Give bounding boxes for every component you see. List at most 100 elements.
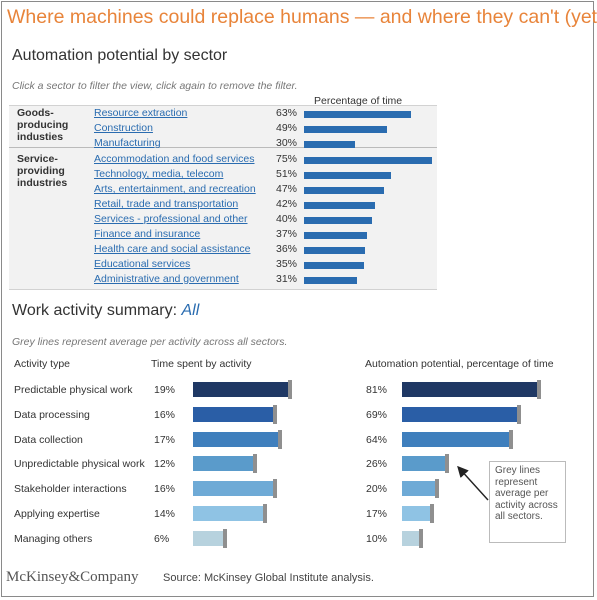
sector-bar[interactable] bbox=[304, 187, 384, 194]
time-spent-value: 12% bbox=[154, 458, 176, 471]
activity-label: Applying expertise bbox=[14, 508, 100, 520]
sector-link[interactable]: Manufacturing bbox=[94, 137, 161, 149]
sector-group-label: Service-providing industries bbox=[17, 153, 68, 189]
sector-percent-label: 49% bbox=[276, 122, 298, 134]
sector-link[interactable]: Administrative and government bbox=[94, 273, 239, 285]
sector-percent-label: 35% bbox=[276, 258, 298, 270]
automation-value: 81% bbox=[366, 384, 388, 396]
main-title: Where machines could replace humans — an… bbox=[7, 6, 597, 28]
sector-bar[interactable] bbox=[304, 202, 376, 209]
automation-bar[interactable] bbox=[402, 481, 436, 497]
time-average-marker bbox=[223, 528, 227, 548]
time-spent-value: 14% bbox=[154, 508, 176, 520]
activity-average-hint: Grey lines represent average per activit… bbox=[12, 336, 288, 348]
average-callout: Grey lines represent average per activit… bbox=[489, 461, 566, 543]
sector-percent-label: 47% bbox=[276, 183, 298, 195]
time-spent-bar[interactable] bbox=[193, 406, 273, 422]
automation-bar[interactable] bbox=[402, 431, 509, 447]
sector-link[interactable]: Educational services bbox=[94, 258, 191, 270]
sector-column-header: Percentage of time bbox=[314, 95, 403, 107]
sector-percent-label: 37% bbox=[276, 228, 298, 240]
automation-value: 17% bbox=[366, 508, 388, 520]
sector-link[interactable]: Arts, entertainment, and recreation bbox=[94, 183, 256, 195]
source-note: Source: McKinsey Global Institute analys… bbox=[163, 572, 374, 584]
activity-label: Managing others bbox=[14, 532, 93, 545]
sector-bar[interactable] bbox=[304, 141, 355, 148]
time-spent-bar[interactable] bbox=[193, 382, 288, 397]
time-spent-bar[interactable] bbox=[193, 481, 273, 497]
time-spent-bar[interactable] bbox=[193, 530, 223, 546]
activity-label: Predictable physical work bbox=[14, 384, 133, 396]
sector-bar[interactable] bbox=[304, 157, 432, 164]
automation-bar[interactable] bbox=[402, 456, 446, 472]
sector-percent-label: 51% bbox=[276, 168, 298, 180]
sector-bar[interactable] bbox=[304, 126, 388, 133]
sector-group-divider bbox=[9, 147, 437, 148]
automation-potential-header: Automation potential, percentage of time bbox=[365, 358, 554, 370]
time-spent-bar[interactable] bbox=[193, 506, 263, 521]
sector-section-title: Automation potential by sector bbox=[12, 47, 228, 64]
sector-link[interactable]: Technology, media, telecom bbox=[94, 168, 224, 180]
time-spent-bar[interactable] bbox=[193, 431, 278, 447]
sector-percent-label: 63% bbox=[276, 107, 298, 119]
sector-filter-hint: Click a sector to filter the view, click… bbox=[12, 80, 298, 92]
automation-average-marker bbox=[517, 404, 522, 424]
automation-average-marker bbox=[430, 504, 435, 523]
sector-percent-label: 31% bbox=[276, 273, 298, 285]
activity-type-header: Activity type bbox=[14, 358, 71, 370]
sector-bar[interactable] bbox=[304, 111, 412, 118]
sector-percent-label: 75% bbox=[276, 153, 298, 165]
sector-link[interactable]: Construction bbox=[94, 122, 153, 134]
time-spent-bar[interactable] bbox=[193, 456, 253, 472]
activity-filter-value: All bbox=[181, 302, 200, 319]
sector-bar[interactable] bbox=[304, 217, 372, 224]
time-spent-value: 16% bbox=[154, 408, 176, 421]
sector-bar[interactable] bbox=[304, 247, 366, 254]
automation-bar[interactable] bbox=[402, 382, 538, 397]
time-spent-value: 6% bbox=[154, 532, 170, 545]
sector-link[interactable]: Accommodation and food services bbox=[94, 153, 255, 165]
time-spent-header: Time spent by activity bbox=[151, 358, 252, 370]
sector-percent-label: 40% bbox=[276, 213, 298, 225]
activity-label: Data collection bbox=[14, 433, 83, 446]
activity-section-title: Work activity summary: All bbox=[12, 302, 199, 320]
automation-value: 69% bbox=[366, 408, 388, 421]
sector-link[interactable]: Health care and social assistance bbox=[94, 243, 251, 255]
sector-panel bbox=[9, 105, 437, 290]
sector-link[interactable]: Resource extraction bbox=[94, 107, 188, 119]
sector-bar[interactable] bbox=[304, 172, 391, 179]
activity-label: Stakeholder interactions bbox=[14, 483, 127, 496]
sector-link[interactable]: Finance and insurance bbox=[94, 228, 201, 240]
time-average-marker bbox=[263, 504, 267, 523]
sector-link[interactable]: Retail, trade and transportation bbox=[94, 198, 239, 210]
automation-value: 64% bbox=[366, 433, 388, 446]
sector-percent-label: 30% bbox=[276, 137, 298, 149]
time-spent-value: 16% bbox=[154, 483, 176, 496]
automation-average-marker bbox=[508, 429, 513, 449]
time-average-marker bbox=[278, 429, 282, 449]
sector-bar[interactable] bbox=[304, 262, 364, 269]
mckinsey-logo: McKinsey&Company bbox=[6, 569, 139, 585]
automation-bar[interactable] bbox=[402, 530, 419, 546]
sector-group-label: Goods-producing industies bbox=[17, 107, 69, 143]
automation-average-marker bbox=[537, 380, 542, 399]
time-average-marker bbox=[273, 479, 277, 499]
sector-bar[interactable] bbox=[304, 277, 357, 284]
activity-label: Unpredictable physical work bbox=[14, 458, 145, 471]
automation-bar[interactable] bbox=[402, 406, 518, 422]
automation-value: 26% bbox=[366, 458, 388, 471]
sector-bar[interactable] bbox=[304, 232, 367, 239]
automation-value: 20% bbox=[366, 483, 388, 496]
automation-average-marker bbox=[418, 528, 423, 548]
sector-link[interactable]: Services - professional and other bbox=[94, 213, 248, 225]
time-average-marker bbox=[288, 380, 292, 399]
activity-label: Data processing bbox=[14, 408, 90, 421]
time-spent-value: 19% bbox=[154, 384, 176, 396]
time-average-marker bbox=[273, 404, 277, 424]
automation-value: 10% bbox=[366, 532, 388, 545]
activity-title-prefix: Work activity summary: bbox=[12, 302, 182, 319]
automation-bar[interactable] bbox=[402, 506, 431, 521]
sector-percent-label: 42% bbox=[276, 198, 298, 210]
